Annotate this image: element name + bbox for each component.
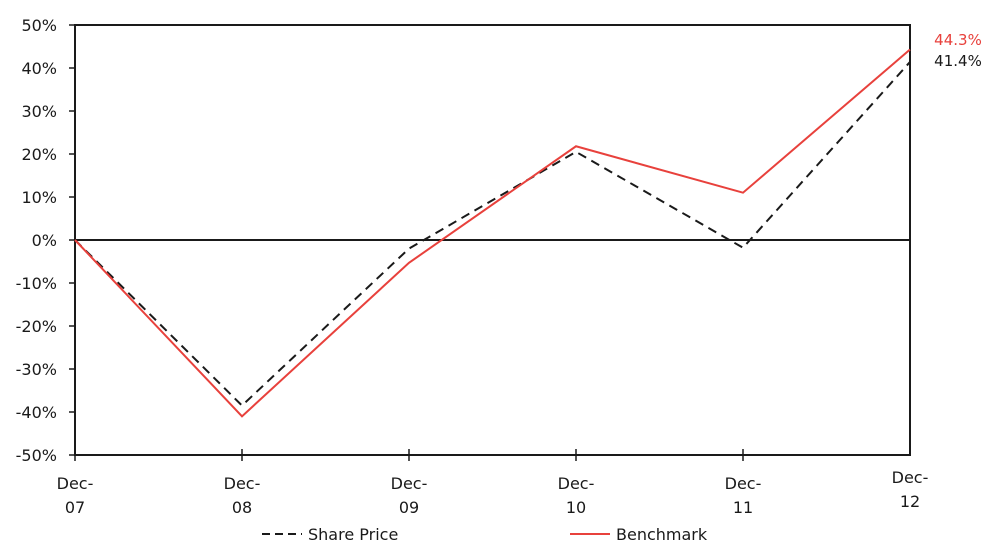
y-tick-label: -30% bbox=[16, 360, 57, 379]
y-tick-label: 10% bbox=[21, 188, 57, 207]
x-tick-label: Dec- bbox=[558, 474, 595, 493]
end-label-share-price: 41.4% bbox=[934, 52, 982, 70]
legend-label-benchmark: Benchmark bbox=[616, 525, 708, 542]
x-tick-label: 10 bbox=[566, 498, 586, 517]
y-tick-label: -10% bbox=[16, 274, 57, 293]
legend-label-share-price: Share Price bbox=[308, 525, 398, 542]
y-tick-label: -50% bbox=[16, 446, 57, 465]
y-tick-label: 0% bbox=[32, 231, 57, 250]
y-tick-label: 40% bbox=[21, 59, 57, 78]
x-tick-label: Dec- bbox=[391, 474, 428, 493]
x-tick-label: Dec- bbox=[57, 474, 94, 493]
x-tick-label: 09 bbox=[399, 498, 419, 517]
series-line-share-price bbox=[74, 61, 911, 407]
x-tick-label: Dec- bbox=[224, 474, 261, 493]
y-axis: 50% 40% 30% 20% 10% 0% -10% -20% -30% -40% -50% bbox=[16, 16, 911, 465]
x-tick-label: Dec- bbox=[725, 474, 762, 493]
series-line-benchmark bbox=[74, 48, 911, 418]
end-labels: 44.3% 41.4% bbox=[934, 31, 982, 70]
y-tick-label: 50% bbox=[21, 16, 57, 35]
x-tick-label: 08 bbox=[232, 498, 252, 517]
end-label-benchmark: 44.3% bbox=[934, 31, 982, 49]
x-tick-label: 11 bbox=[733, 498, 753, 517]
legend: Share Price Benchmark bbox=[262, 525, 708, 542]
series-lines bbox=[74, 48, 911, 418]
y-tick-label: 20% bbox=[21, 145, 57, 164]
x-axis: Dec- 07 Dec- 08 Dec- 09 Dec- 10 Dec- 11 Dec- 12 bbox=[57, 449, 929, 517]
x-tick-label: 07 bbox=[65, 498, 85, 517]
x-tick-label: 12 bbox=[900, 492, 920, 511]
x-tick-label: Dec- bbox=[892, 468, 929, 487]
y-tick-label: -40% bbox=[16, 403, 57, 422]
y-tick-label: -20% bbox=[16, 317, 57, 336]
y-tick-label: 30% bbox=[21, 102, 57, 121]
